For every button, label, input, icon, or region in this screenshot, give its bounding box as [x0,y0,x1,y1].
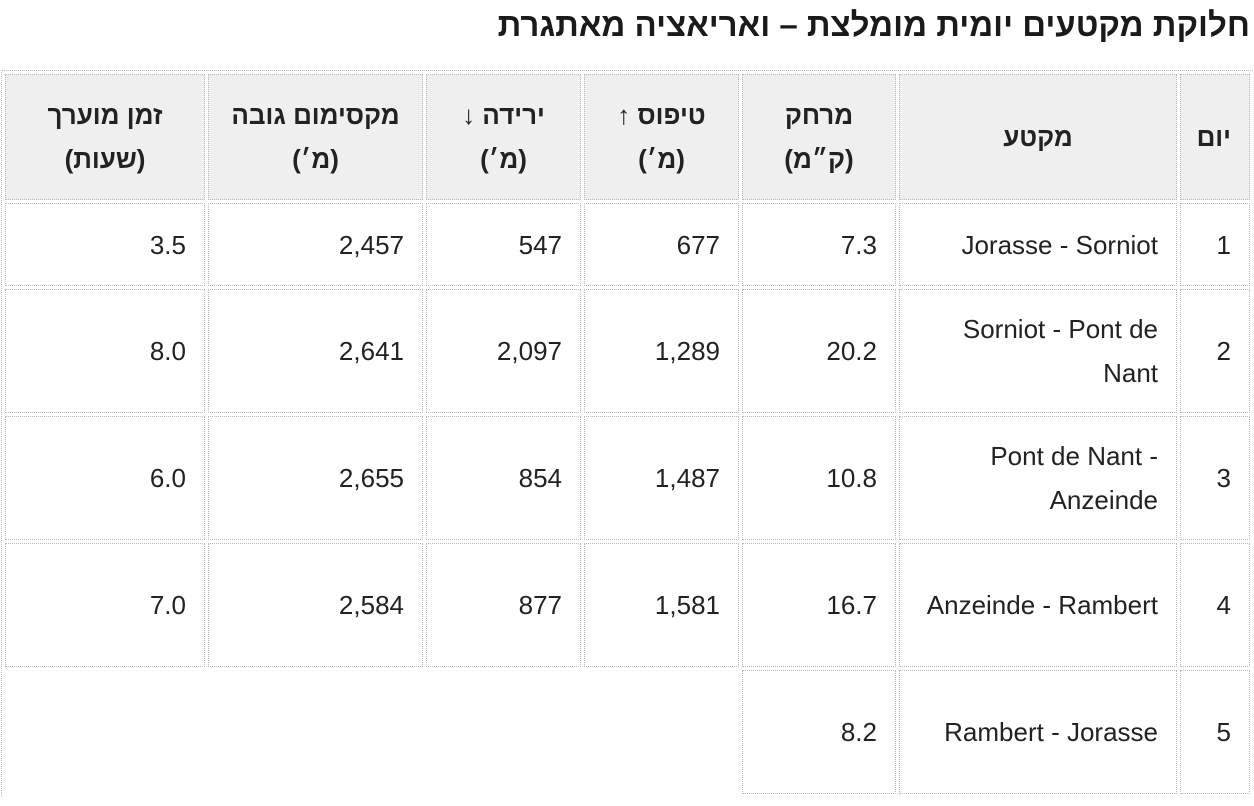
table-cell: 6.0 [5,416,205,540]
cell-text: Anzeinde - Rambert [926,590,1158,620]
table-cell: 2,457 [208,203,423,286]
cell-text: Sorniot - Pont de Nant [962,314,1158,388]
table-cell: 2,655 [208,416,423,540]
cell-text: 5 [1216,717,1231,747]
header-text: (שעות) [64,144,146,174]
header-row: יום מקטע מרחק (ק״מ) טיפוס ↑ (מ׳) ירידה ↓ (מ׳) מק… [5,74,1250,200]
table-cell: 1 [1180,203,1250,286]
table-cell: Sorniot - Pont de Nant [899,289,1177,413]
cell-text: Jorasse - Sorniot [961,229,1158,260]
table-cell: Rambert - Jorasse [899,670,1177,794]
table-cell: 1,289 [584,289,739,413]
table-cell: 7.0 [5,543,205,667]
cell-text: 7.0 [149,590,186,620]
cell-text: 2,655 [338,463,404,493]
header-text: (ק״מ) [784,144,854,174]
cell-text: 6.0 [149,463,186,493]
table-body: 1 Jorasse - Sorniot 7.3 677 547 2,457 3.5 2 Sorn… [5,203,1250,794]
cell-text: 1,289 [654,336,720,366]
table-row: 1 Jorasse - Sorniot 7.3 677 547 2,457 3.5 [5,203,1250,286]
table-cell: Jorasse - Sorniot [899,203,1177,286]
table-cell: 8.0 [5,289,205,413]
cell-text: 877 [518,590,562,620]
table-row: 2 Sorniot - Pont de Nant 20.2 1,289 2,097 2,6… [5,289,1250,413]
cell-text: 854 [518,463,562,493]
table-cell: 854 [426,416,581,540]
table-cell: 877 [426,543,581,667]
cell-text: 1,487 [654,463,720,493]
cell-text: 1 [1216,229,1231,260]
table-cell: 10.8 [742,416,896,540]
header-text: (מ׳) [292,144,339,174]
cell-text: 10.8 [826,463,877,493]
cell-text: 2 [1216,336,1231,366]
table-row: 3 Pont de Nant - Anzeinde 10.8 1,487 854 2,65… [5,416,1250,540]
cell-text: 8.0 [149,336,186,366]
cell-text: 2,584 [338,590,404,620]
cell-text: 547 [518,229,562,260]
cell-text: 3.5 [149,229,186,260]
header-text: זמן מוערך [47,100,163,130]
header-text: מקסימום גובה [231,100,400,130]
cell-text: 16.7 [826,590,877,620]
header-text: טיפוס ↑ [617,100,706,130]
table-row: 4 Anzeinde - Rambert 16.7 1,581 877 2,584 7.0 [5,543,1250,667]
table-cell: 16.7 [742,543,896,667]
header-text: ירידה ↓ [462,100,545,130]
table-cell: 2,097 [426,289,581,413]
header-text: יום [1196,122,1231,152]
cell-text: 3 [1216,463,1231,493]
table-cell: 1,487 [584,416,739,540]
header-cell: טיפוס ↑ (מ׳) [584,74,739,200]
header-text: (מ׳) [638,144,685,174]
cell-text: 7.3 [840,229,877,260]
cell-text: 677 [676,229,720,260]
table-cell: 1,581 [584,543,739,667]
cell-text: 1,581 [654,590,720,620]
table-cell: 3.5 [5,203,205,286]
table-cell: 3 [1180,416,1250,540]
table-cell: 2,641 [208,289,423,413]
header-cell: מרחק (ק״מ) [742,74,896,200]
table-header: יום מקטע מרחק (ק״מ) טיפוס ↑ (מ׳) ירידה ↓ (מ׳) מק… [5,74,1250,200]
cell-text: 2,457 [338,229,404,260]
header-cell: ירידה ↓ (מ׳) [426,74,581,200]
header-cell: זמן מוערך (שעות) [5,74,205,200]
table-cell: 677 [584,203,739,286]
title: חלוקת מקטעים יומית מומלצת – ואריאציה מאת… [497,6,1250,43]
header-text: (מ׳) [480,144,527,174]
header-cell: מקסימום גובה (מ׳) [208,74,423,200]
table-cell: 20.2 [742,289,896,413]
table-cell: Pont de Nant - Anzeinde [899,416,1177,540]
header-cell: מקטע [899,74,1177,200]
header-text: מקטע [1003,122,1073,152]
cell-text: 8.2 [840,717,877,747]
cell-text: 4 [1216,590,1231,620]
table-cell: 2,584 [208,543,423,667]
table-cell: 8.2 [742,670,896,794]
table-cell: 4 [1180,543,1250,667]
table-cell: 5 [1180,670,1250,794]
table-cell: 2 [1180,289,1250,413]
cell-text: Rambert - Jorasse [944,717,1158,747]
stages-table: יום מקטע מרחק (ק״מ) טיפוס ↑ (מ׳) ירידה ↓ (מ׳) מק… [1,70,1253,797]
table-cell: Anzeinde - Rambert [899,543,1177,667]
cell-text: 2,641 [338,336,404,366]
table-cell: 547 [426,203,581,286]
cell-text: 20.2 [826,336,877,366]
cell-text: Pont de Nant - Anzeinde [990,441,1158,515]
table-row: 5 Rambert - Jorasse 8.2 [5,670,1250,794]
table-cell: 7.3 [742,203,896,286]
header-text: מרחק [784,100,854,130]
header-cell: יום [1180,74,1250,200]
cell-text: 2,097 [496,336,562,366]
